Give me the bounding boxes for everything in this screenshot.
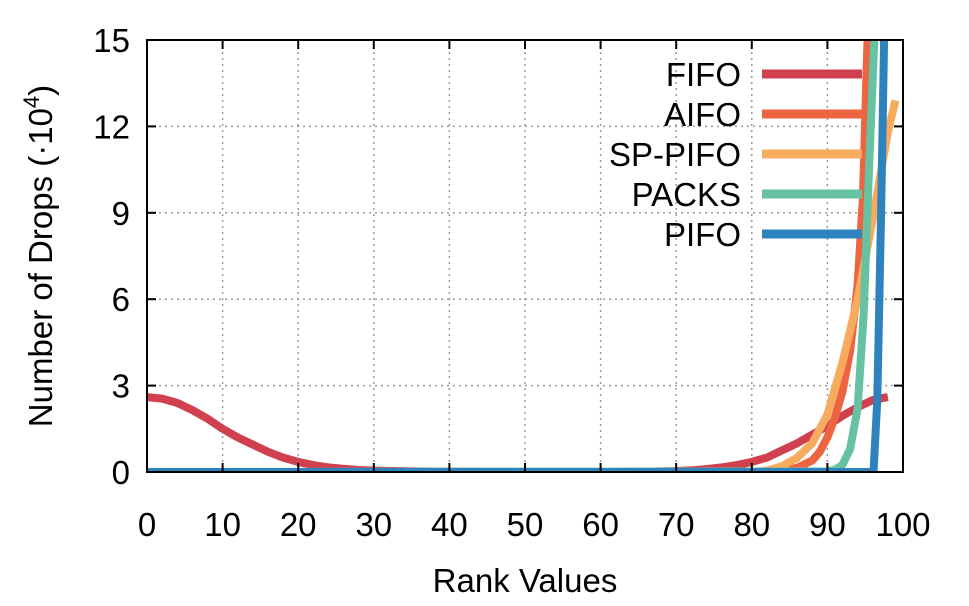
y-tick-label: 15 [93, 22, 130, 59]
grid-lines [147, 40, 903, 472]
x-tick-label: 80 [733, 506, 770, 543]
x-tick-label: 40 [431, 506, 468, 543]
y-tick-label: 6 [112, 281, 130, 318]
x-tick-label: 30 [355, 506, 392, 543]
series-line-aifo [147, 40, 872, 472]
series-line-packs [147, 40, 879, 472]
x-tick-label: 20 [280, 506, 317, 543]
y-tick-label: 9 [112, 195, 130, 232]
x-tick-label: 60 [582, 506, 619, 543]
y-axis-label-exponent: 4 [19, 96, 44, 108]
series-layer [147, 40, 900, 472]
legend-label: SP-PIFO [609, 136, 741, 173]
legend-label: FIFO [666, 56, 741, 93]
x-tick-label: 0 [138, 506, 156, 543]
axis-ticks: 0 10 20 30 40 50 60 70 80 90 100 0 3 6 9 12 15 [93, 22, 930, 543]
x-tick-label: 100 [875, 506, 930, 543]
y-tick-label: 12 [93, 108, 130, 145]
y-axis-label: Number of Drops (·104) [19, 85, 59, 427]
x-tick-label: 50 [507, 506, 544, 543]
legend-label: PIFO [664, 216, 741, 253]
x-axis-label: Rank Values [433, 562, 618, 599]
x-tick-label: 10 [204, 506, 241, 543]
series-line-pifo [147, 40, 889, 472]
y-axis-label-dot: · [22, 145, 59, 156]
series-line-fifo [147, 393, 889, 472]
x-tick-label: 70 [658, 506, 695, 543]
y-tick-label: 0 [112, 454, 130, 491]
y-axis-label-text: Number of Drops ( [22, 156, 59, 427]
y-axis-label-close: ) [22, 85, 59, 96]
legend-label: PACKS [632, 176, 741, 213]
y-axis-label-base: 10 [22, 108, 59, 145]
x-tick-label: 90 [809, 506, 846, 543]
legend-label: AIFO [664, 96, 741, 133]
y-tick-label: 3 [112, 368, 130, 405]
